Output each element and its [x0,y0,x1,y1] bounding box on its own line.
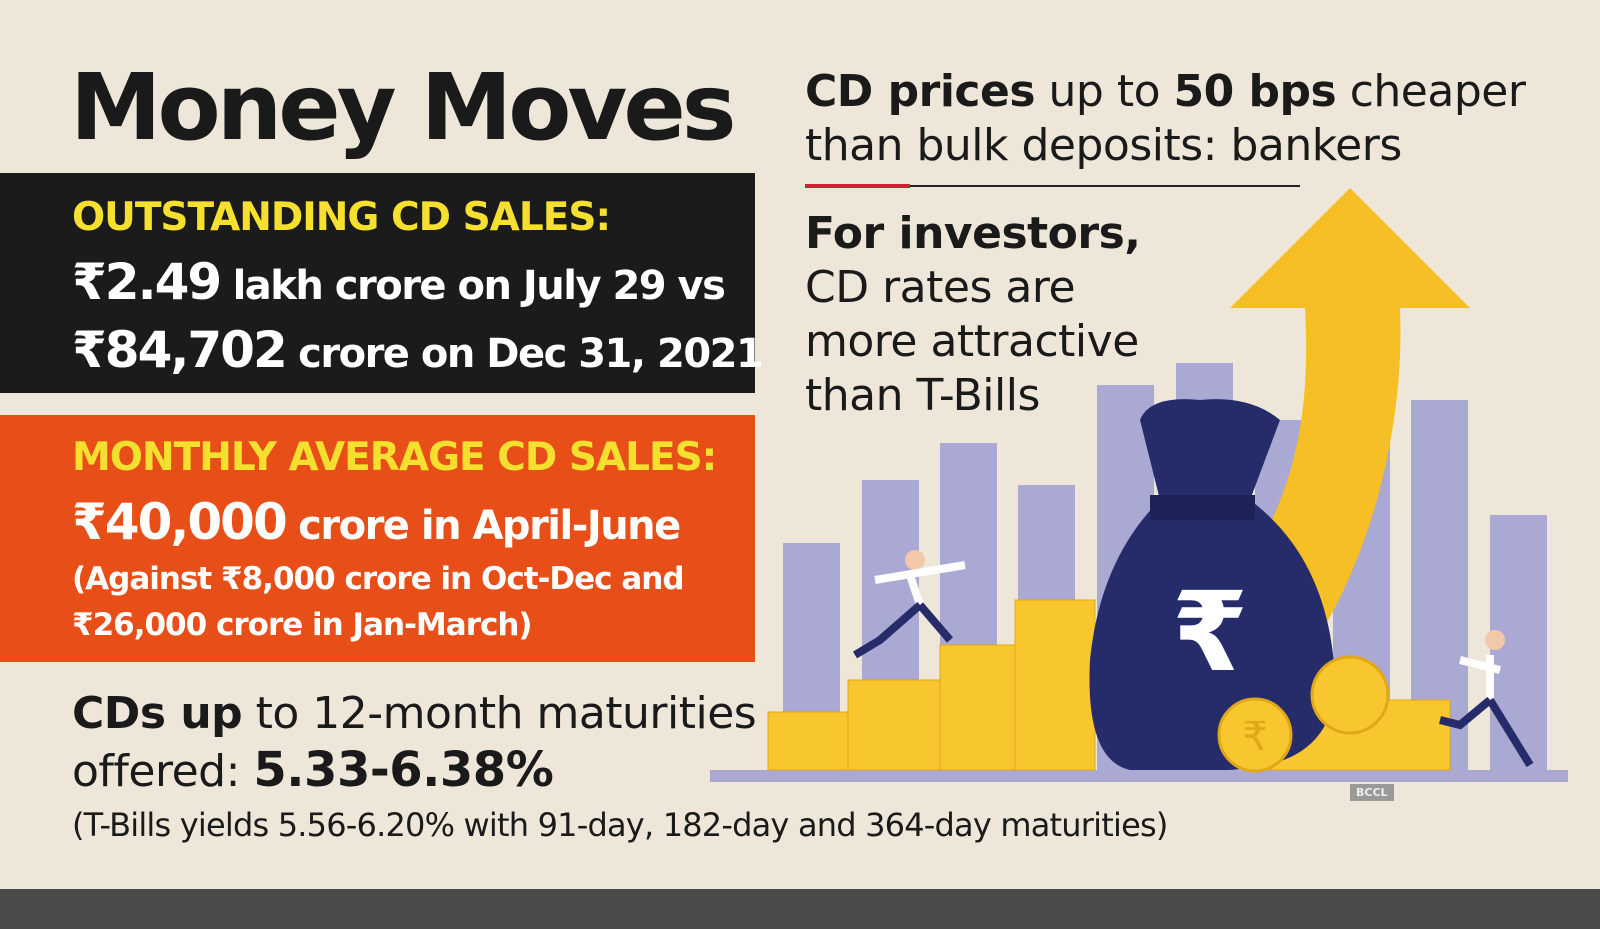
amount: ₹40,000 [72,493,288,551]
divider [910,185,1300,187]
amount: ₹2.49 [72,253,222,311]
t-bills-note: (T-Bills yields 5.56-6.20% with 91-day, … [72,806,1168,844]
bold: 50 bps [1173,66,1337,117]
svg-text:₹: ₹ [1242,714,1267,760]
text: up to [1035,66,1174,117]
bold: CD prices [805,66,1036,117]
bold: CDs up [72,688,243,739]
maturities-line-2: offered: 5.33-6.38% [72,742,554,798]
rupee-money-bag-icon: ₹ [1089,399,1335,770]
text: crore in April-June [285,503,681,549]
ground-line [710,770,1568,782]
monthly-line-1: ₹40,000 crore in April-June [72,493,681,551]
outstanding-cd-sales-box: OUTSTANDING CD SALES: ₹2.49 lakh crore o… [0,173,764,393]
rupee-coin-icon: ₹ [1217,655,1390,773]
investors-line-2: CD rates are [805,262,1076,313]
headline-line-2: than bulk deposits: bankers [805,120,1402,171]
investors-bold: For investors, [805,208,1141,259]
rate-range: 5.33-6.38% [253,742,554,798]
text: to 12-month maturities [242,688,757,739]
credit-badge: BCCL [1350,784,1394,801]
headline-line-1: CD prices up to 50 bps cheaper [805,70,1526,114]
monthly-line-2: (Against ₹8,000 crore in Oct-Dec and [72,561,685,597]
text: lakh crore on July 29 vs [220,263,726,309]
svg-text:₹: ₹ [1172,568,1249,696]
investors-line-4: than T-Bills [805,370,1040,421]
page-title: Money Moves [70,54,737,161]
investors-line-3: more attractive [805,316,1139,367]
text: crore on Dec 31, 2021 [285,331,764,377]
text: offered: [72,746,254,797]
amount: ₹84,702 [72,321,288,379]
outstanding-heading: OUTSTANDING CD SALES: [72,195,611,240]
monthly-average-box: MONTHLY AVERAGE CD SALES: ₹40,000 crore … [0,415,755,662]
outstanding-line-2: ₹84,702 crore on Dec 31, 2021 [72,321,764,379]
outstanding-line-1: ₹2.49 lakh crore on July 29 vs [72,253,726,311]
monthly-line-3: ₹26,000 crore in Jan-March) [72,607,533,643]
monthly-heading: MONTHLY AVERAGE CD SALES: [72,435,717,480]
footer-strip [0,889,1600,929]
maturities-line-1: CDs up to 12-month maturities [72,688,757,739]
text: cheaper [1336,66,1526,117]
running-person-icon [852,550,1534,768]
accent-divider [805,184,910,188]
